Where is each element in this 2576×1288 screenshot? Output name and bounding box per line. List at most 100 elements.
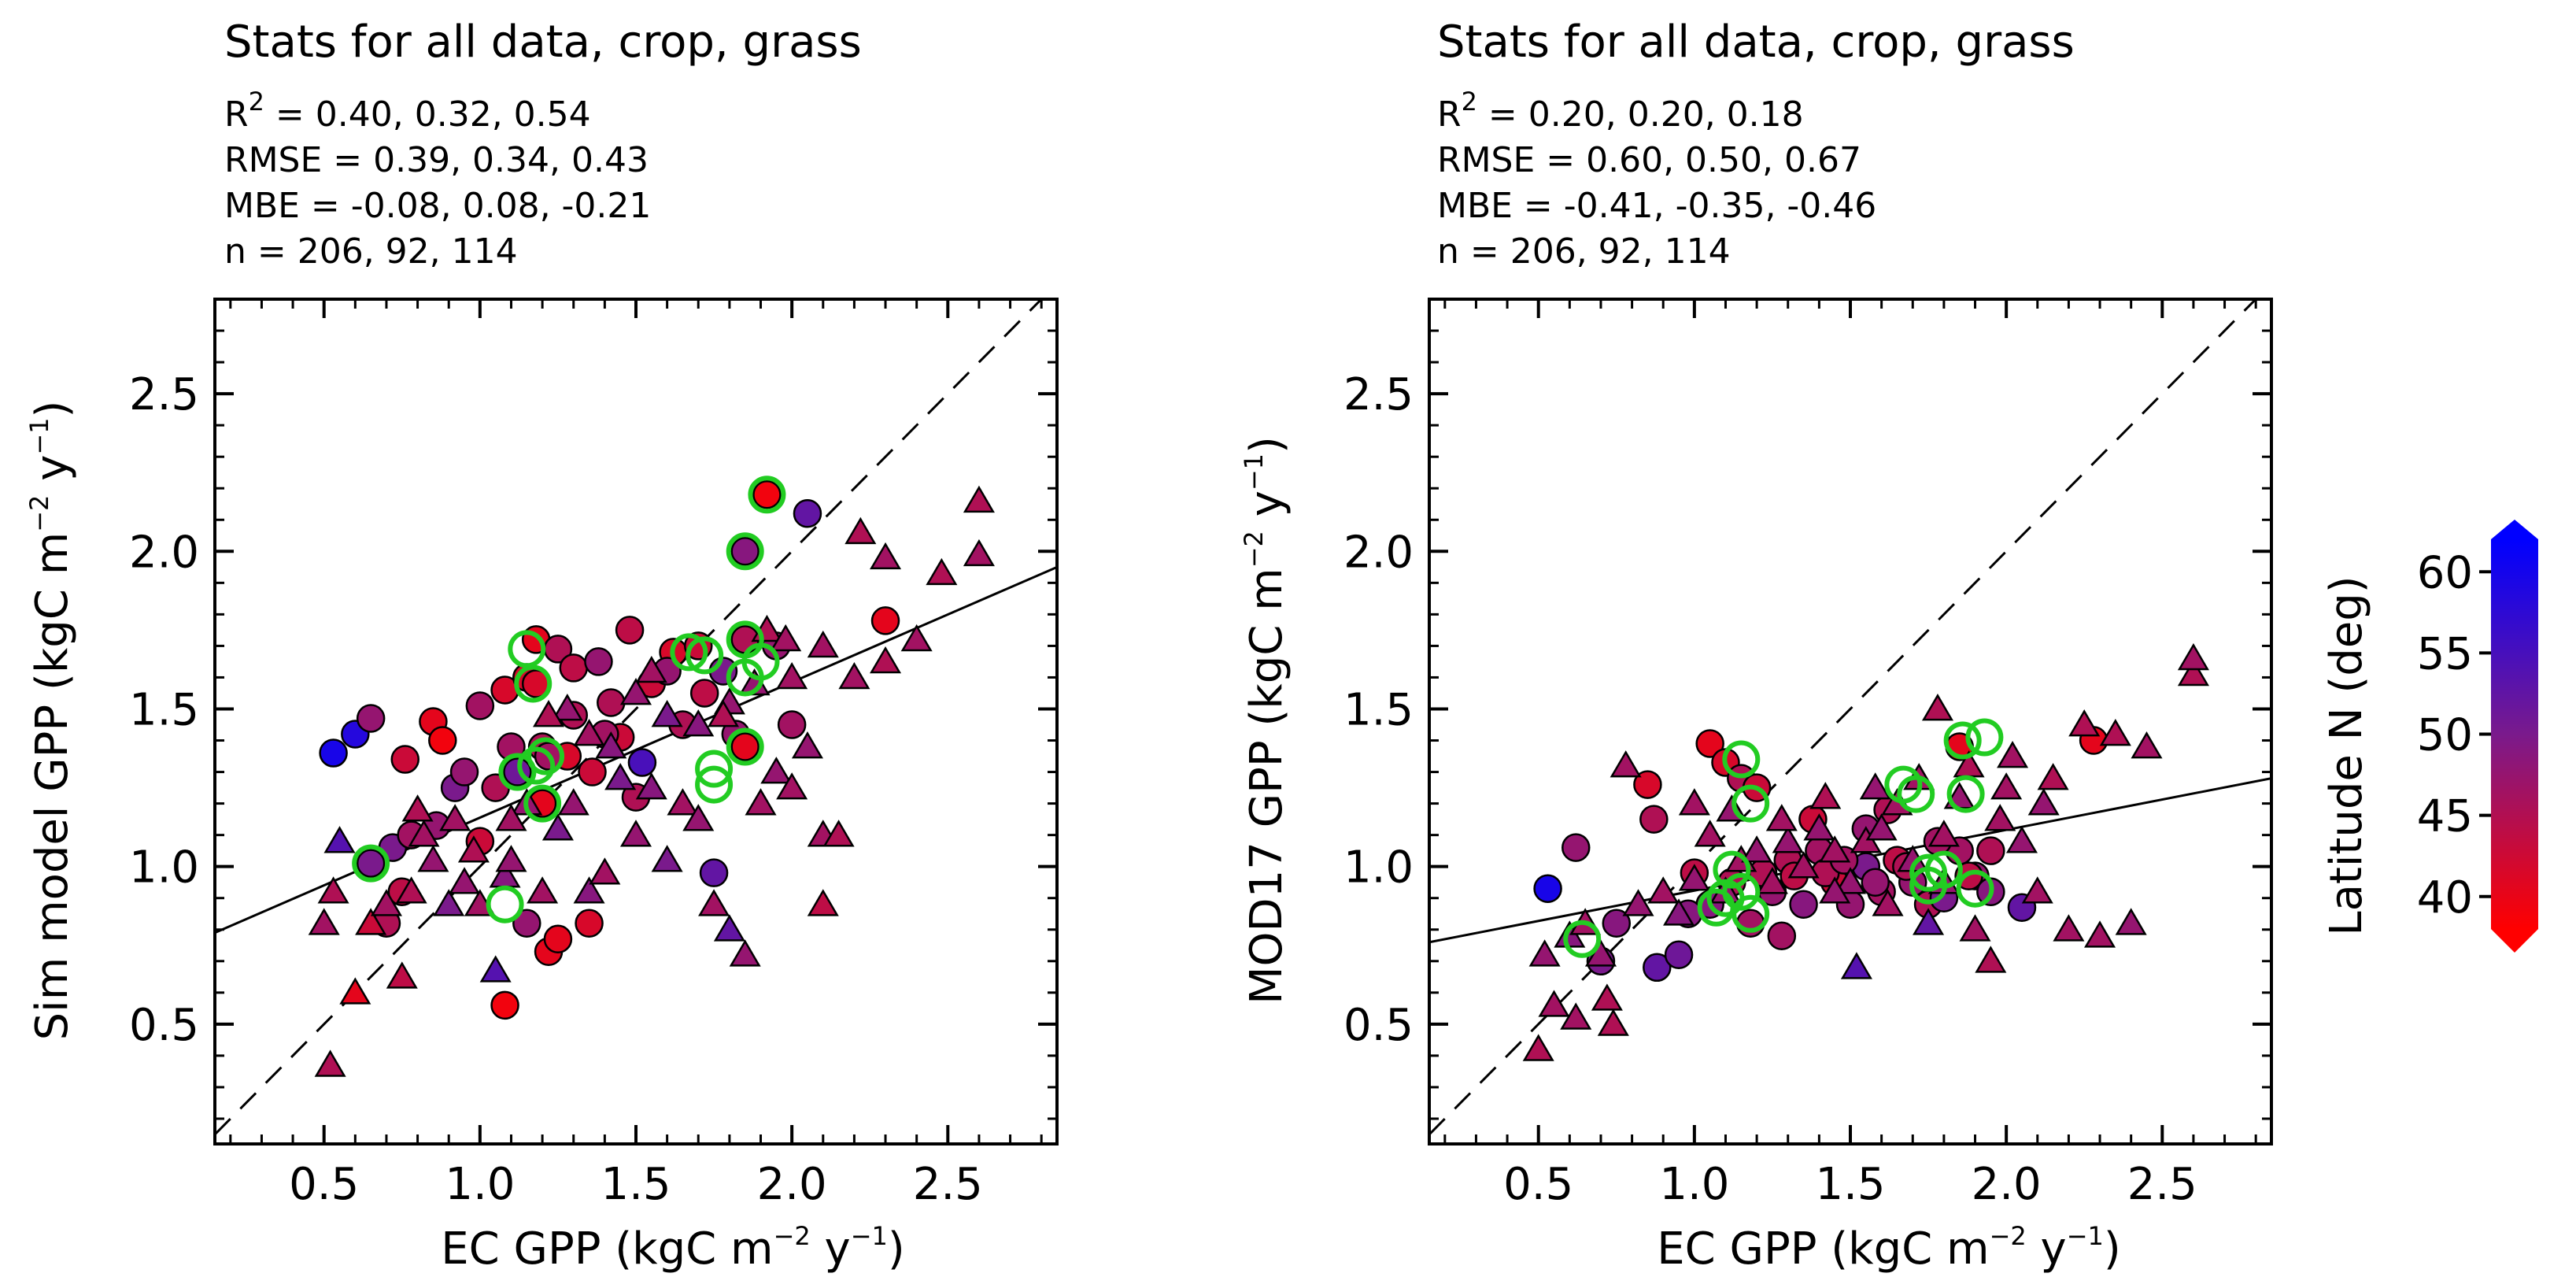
crop-point: [584, 647, 613, 676]
y-tick-label: 1.5: [1343, 684, 1414, 735]
y-tick-label: 1.5: [129, 684, 199, 735]
highlighted-site-ring: [517, 746, 556, 785]
x-tick-label: 0.5: [289, 1159, 359, 1210]
colorbar-tick-label: 45: [2417, 791, 2473, 842]
colorbar-top-extension: [2491, 520, 2538, 539]
right-title: Stats for all data, crop, grass: [1437, 17, 2075, 68]
grass-point: [2068, 709, 2101, 737]
grass-point: [2131, 731, 2163, 759]
grass-point: [698, 889, 730, 916]
highlighted-site-ring: [748, 476, 786, 514]
grass-point: [807, 889, 839, 916]
x-tick-label: 0.5: [1503, 1159, 1573, 1210]
grass-point: [495, 845, 527, 872]
grass-point: [713, 914, 745, 942]
grass-point: [1975, 946, 2007, 973]
highlighted-site-ring: [1722, 740, 1761, 779]
highlighted-site-ring: [670, 633, 708, 672]
y-tick-label: 2.5: [129, 369, 199, 420]
grass-point: [1610, 750, 1642, 778]
highlighted-site-ring: [498, 753, 537, 791]
grass-point: [408, 820, 440, 847]
y-tick-label: 1.0: [1343, 842, 1414, 894]
grass-point: [401, 794, 434, 822]
grass-point: [1819, 835, 1851, 863]
right-panel: Stats for all data, crop, grass R2 = 0.2…: [1239, 17, 2273, 1275]
grass-point: [1678, 788, 1710, 816]
grass-point: [1809, 782, 1842, 809]
grass-point: [355, 908, 387, 935]
highlighted-site-ring: [686, 636, 724, 675]
colorbar-tick-label: 60: [2417, 547, 2473, 598]
grass-point: [900, 624, 933, 652]
one-to-one-line: [1429, 299, 2257, 1136]
highlighted-site-ring: [352, 844, 390, 883]
grass-point: [2084, 920, 2116, 948]
highlighted-site-ring: [1563, 920, 1602, 958]
grass-point: [439, 804, 471, 831]
crop-point: [428, 726, 457, 755]
highlighted-site-ring: [523, 784, 562, 823]
crop-point: [1633, 770, 1662, 799]
grass-point: [619, 820, 652, 847]
left-title: Stats for all data, crop, grass: [224, 17, 862, 68]
grass-point: [1927, 820, 1960, 847]
colorbar-tick-label: 55: [2417, 628, 2473, 679]
highlighted-site-ring: [726, 727, 764, 766]
grass-point: [541, 813, 574, 841]
grass-point: [1840, 952, 1872, 979]
x-tick-label: 2.0: [757, 1159, 827, 1210]
crop-point: [1767, 921, 1797, 951]
grass-point: [479, 955, 512, 983]
grass-point: [1647, 876, 1680, 904]
crop-point: [319, 738, 348, 768]
grass-point: [2177, 642, 2209, 671]
right-stat-r2: R2 = 0.20, 0.20, 0.18: [1437, 87, 1804, 135]
highlighted-site-ring: [1924, 850, 1963, 889]
grass-point: [1865, 813, 1898, 841]
grass-point: [1678, 864, 1710, 891]
grass-point: [1663, 898, 1695, 926]
grass-point: [963, 539, 995, 567]
x-tick-label: 1.0: [445, 1159, 515, 1210]
grass-point: [770, 624, 802, 652]
crop-point: [730, 732, 759, 761]
grass-point: [667, 788, 699, 816]
crop-point: [465, 691, 495, 720]
grass-point: [2115, 908, 2147, 935]
left-panel: Stats for all data, crop, grass R2 = 0.4…: [24, 17, 1059, 1275]
x-tick-label: 1.0: [1659, 1159, 1729, 1210]
grass-point: [395, 876, 427, 904]
grass-point: [1756, 867, 1788, 894]
grass-point: [682, 709, 715, 737]
crop-point: [615, 616, 645, 645]
right-stat-n: n = 206, 92, 114: [1437, 231, 1731, 272]
highlighted-site-ring: [695, 749, 734, 788]
crop-point: [627, 748, 657, 777]
grass-point: [573, 876, 605, 904]
grass-point: [1597, 1009, 1629, 1036]
highlighted-site-ring: [726, 532, 764, 571]
left-stat-mbe: MBE = -0.08, 0.08, -0.21: [224, 186, 651, 226]
grass-point: [314, 1049, 346, 1077]
grass-point: [1990, 772, 2023, 800]
highlighted-site-ring: [695, 765, 734, 804]
highlighted-site-ring: [514, 664, 553, 703]
grass-point: [635, 655, 667, 683]
one-to-one-line: [215, 299, 1043, 1136]
crop-point: [356, 849, 386, 878]
grass-point: [433, 889, 465, 916]
grass-point: [1741, 835, 1773, 863]
crop-point: [752, 479, 782, 509]
grass-point: [2037, 763, 2069, 790]
grass-point: [1913, 908, 1945, 935]
grass-point: [604, 763, 637, 790]
crop-point: [870, 606, 900, 635]
crop-point: [689, 679, 719, 708]
plot-frame: [213, 298, 1059, 1146]
grass-point: [1787, 851, 1820, 879]
colorbar-bottom-extension: [2491, 929, 2538, 953]
x-tick-label: 2.0: [1972, 1159, 2042, 1210]
grass-point: [589, 857, 621, 885]
